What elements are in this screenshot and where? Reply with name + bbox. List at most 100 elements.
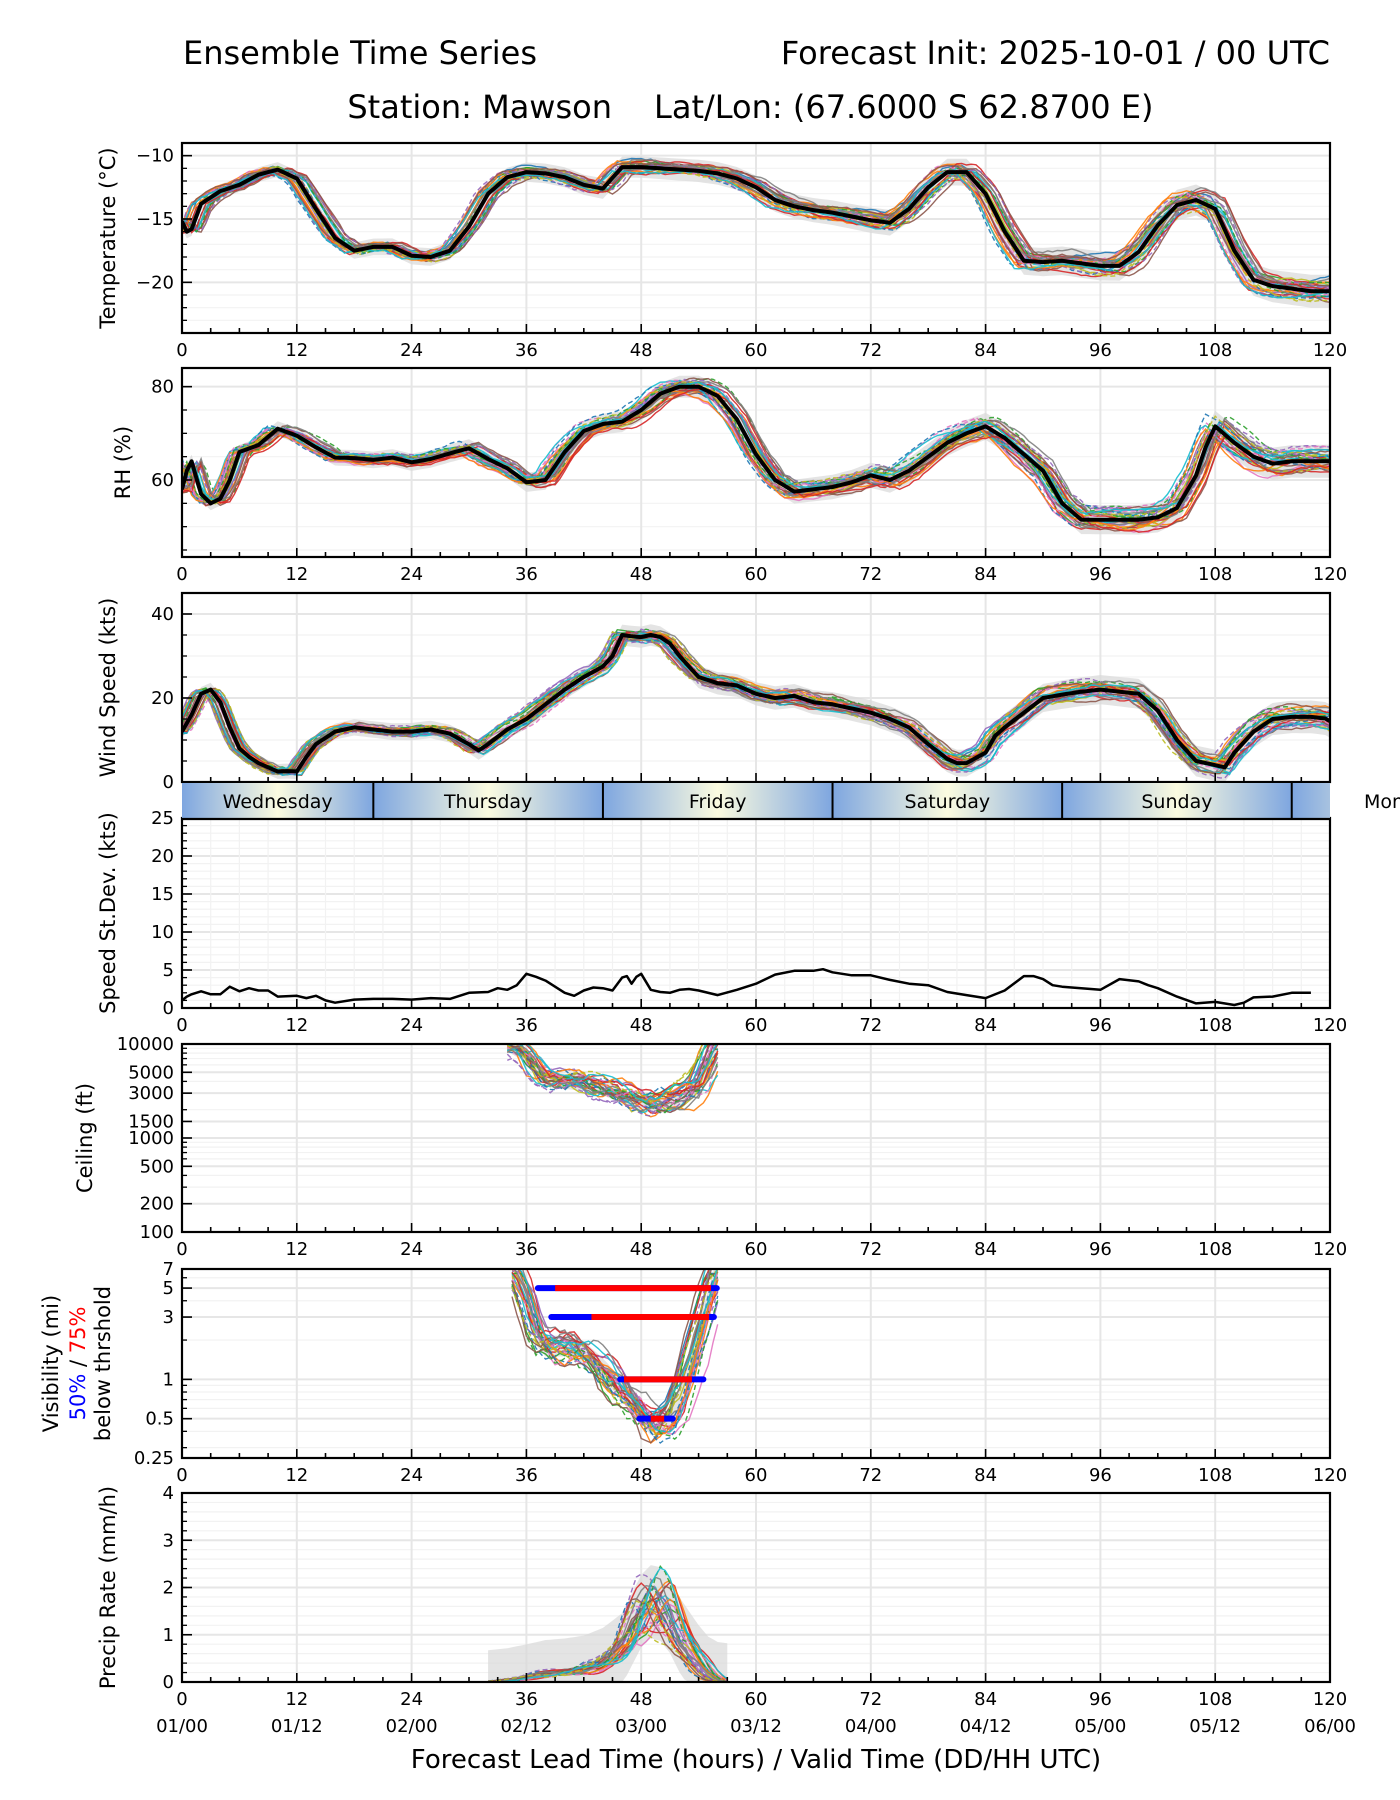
y-tick-label: 40 [151, 604, 174, 625]
x-tick-label: 108 [1198, 340, 1232, 361]
day-label-monday: Mon [1364, 791, 1400, 813]
y-axis-title: Precip Rate (mm/h) [96, 1486, 120, 1689]
day-band [373, 783, 603, 819]
x-tick-label: 72 [859, 1239, 882, 1260]
y-tick-label: 5 [163, 960, 174, 981]
x-tick-label: 24 [400, 1239, 423, 1260]
day-of-week-strip: Wednesday Thursday Friday Saturday Sunday Mon [182, 783, 1400, 821]
ensemble-member-line [182, 170, 1330, 299]
y-tick-label: 200 [140, 1194, 174, 1215]
x-tick-label: 36 [515, 340, 538, 361]
valid-time-label: 06/00 [1304, 1716, 1356, 1737]
y-tick-label: 0 [163, 772, 174, 793]
y-tick-label: 1 [163, 1625, 174, 1646]
grid [181, 817, 1331, 1009]
ensemble-mean-line [182, 165, 1330, 294]
x-tick-label: 24 [400, 564, 423, 585]
x-tick-label: 48 [630, 564, 653, 585]
ensemble-member-line [511, 1273, 719, 1436]
y-tick-label: 0.5 [145, 1409, 174, 1430]
x-tick-label: 60 [745, 1239, 768, 1260]
valid-time-label: 01/12 [271, 1716, 323, 1737]
x-tick-label: 84 [974, 1465, 997, 1486]
ensemble-member-line [506, 1045, 719, 1112]
y-axis-subtitle: below thrshold [91, 1286, 115, 1441]
y-tick-label: 25 [151, 808, 174, 829]
x-tick-label: 108 [1198, 1239, 1232, 1260]
y-tick-label: 2 [163, 1578, 174, 1599]
x-tick-label: 36 [515, 1465, 538, 1486]
valid-time-label: 01/00 [156, 1716, 208, 1737]
x-tick-label: 24 [400, 1689, 423, 1710]
panel-visibility: 75 3 1 0.5 0.250 12 24 36 48 60 72 84 96 108 120 Visibi… [39, 1259, 1347, 1486]
figure-title: Ensemble Time Series [183, 34, 537, 72]
x-tick-label: 120 [1313, 340, 1347, 361]
ensemble-member-line [488, 1621, 728, 1682]
panel-precip-rate: 4 3 2 1 00 12 24 36 48 60 72 84 96 108 120 Precip Rate … [96, 1483, 1347, 1710]
y-tick-label: 1 [163, 1369, 174, 1390]
y-tick-label: 0 [163, 1672, 174, 1693]
day-label-sunday: Sunday [1141, 791, 1212, 813]
x-tick-label: 84 [974, 1239, 997, 1260]
x-tick-label: 84 [974, 340, 997, 361]
y-tick-label: 80 [151, 377, 174, 398]
panel-temperature: −10 −15 −20 0 12 24 36 48 60 72 84 96 108 120 Temperat… [96, 141, 1347, 361]
y-tick-label: 20 [151, 688, 174, 709]
x-tick-label: 120 [1313, 1465, 1347, 1486]
panel-rh: 80 60 0 12 24 36 48 60 72 84 96 108 120 RH (%) [111, 366, 1347, 585]
x-tick-label: 108 [1198, 1465, 1232, 1486]
x-tick-label: 12 [285, 1239, 308, 1260]
x-tick-label: 0 [176, 1239, 187, 1260]
x-tick-label: 84 [974, 564, 997, 585]
valid-time-label: 03/00 [615, 1716, 667, 1737]
y-tick-label: 5 [163, 1278, 174, 1299]
y-tick-label: 60 [151, 470, 174, 491]
grid [181, 1268, 1331, 1459]
x-tick-label: 96 [1089, 1015, 1112, 1036]
plot-area [182, 375, 1330, 535]
ensemble-member-line [182, 166, 1330, 303]
x-tick-label: 24 [400, 1465, 423, 1486]
ensemble-member-line [518, 1269, 718, 1420]
grid [181, 1043, 1331, 1233]
x-tick-label: 48 [630, 340, 653, 361]
ensemble-spread [507, 1044, 718, 1114]
x-tick-label: 72 [859, 1689, 882, 1710]
x-tick-label: 48 [630, 1239, 653, 1260]
ensemble-member-line [182, 630, 1330, 772]
y-tick-label: 100 [140, 1222, 174, 1243]
x-tick-label: 36 [515, 564, 538, 585]
y-tick-label: 15 [151, 884, 174, 905]
y-tick-label: 0 [163, 998, 174, 1019]
ensemble-mean-line [182, 384, 1330, 522]
ensemble-member-line [511, 1272, 719, 1440]
y-tick-label: 1500 [128, 1111, 174, 1132]
x-tick-label: 72 [859, 1015, 882, 1036]
x-tick-label: 96 [1089, 1239, 1112, 1260]
y-axis-title: Ceiling (ft) [73, 1083, 97, 1193]
x-tick-label: 84 [974, 1689, 997, 1710]
ensemble-member-line [488, 1598, 728, 1682]
day-label-friday: Friday [689, 791, 747, 813]
x-tick-label: 48 [630, 1465, 653, 1486]
x-tick-label: 24 [400, 1015, 423, 1036]
y-tick-label: 0.25 [134, 1448, 174, 1469]
ensemble-member-line [488, 1566, 728, 1682]
stdev-line [182, 967, 1311, 1007]
ensemble-member-line [506, 1044, 718, 1115]
x-tick-label: 0 [176, 564, 187, 585]
plot-area [182, 967, 1311, 1007]
ensemble-member-line [182, 380, 1330, 516]
x-tick-label: 72 [859, 1465, 882, 1486]
y-tick-label: 3 [163, 1307, 174, 1328]
plot-area [182, 624, 1330, 782]
ensemble-member-line [507, 1048, 719, 1106]
x-tick-label: 120 [1313, 1689, 1347, 1710]
forecast-init: Forecast Init: 2025-10-01 / 00 UTC [781, 34, 1330, 72]
valid-time-label: 03/12 [730, 1716, 782, 1737]
ensemble-member-line [182, 381, 1330, 519]
y-tick-label: −20 [136, 272, 174, 293]
x-tick-label: 96 [1089, 1689, 1112, 1710]
x-tick-label: 108 [1198, 564, 1232, 585]
x-tick-label: 12 [285, 1015, 308, 1036]
